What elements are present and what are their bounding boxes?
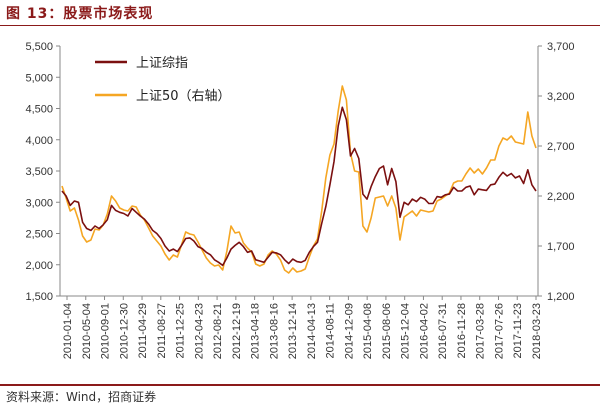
right-tick-label: 2,700	[547, 141, 575, 153]
left-tick-label: 2,500	[25, 229, 53, 241]
x-tick-label: 2017-11-23	[512, 303, 524, 358]
x-tick-label: 2016-07-31	[437, 303, 449, 359]
right-tick-label: 1,200	[547, 291, 575, 303]
x-tick-label: 2012-12-19	[231, 303, 243, 359]
left-tick-label: 1,500	[25, 291, 53, 303]
x-tick-label: 2013-08-16	[268, 303, 280, 359]
left-tick-label: 4,000	[25, 135, 53, 147]
x-tick-label: 2015-12-04	[400, 303, 412, 359]
left-axis-ticks: 1,500 2,000 2,500 3,000 3,500 4,000 4,500 5,000…	[25, 41, 60, 303]
right-tick-label: 3,700	[547, 41, 575, 53]
right-axis-ticks: 1,200 1,700 2,200 2,700 3,200 3,700	[538, 41, 575, 303]
x-tick-label: 2011-12-25	[175, 303, 187, 358]
x-tick-label: 2012-08-21	[212, 303, 224, 359]
x-axis-ticks: 2010-01-04 2010-05-04 2010-09-01 2010-12-30…	[62, 296, 543, 359]
x-tick-label: 2011-04-29	[137, 303, 149, 358]
x-tick-label: 2010-12-30	[118, 303, 130, 359]
figure-title: 图 13：股票市场表现	[6, 6, 154, 22]
x-tick-label: 2017-07-26	[493, 303, 505, 359]
x-tick-label: 2013-04-18	[250, 303, 262, 359]
left-tick-label: 5,000	[25, 72, 53, 84]
legend-label: 上证综指	[136, 56, 188, 71]
x-tick-label: 2018-03-23	[531, 303, 543, 359]
x-tick-label: 2012-04-23	[193, 303, 205, 359]
series-lines	[61, 85, 537, 274]
chart-background	[0, 26, 600, 382]
legend-label: 上证50（右轴）	[136, 89, 231, 104]
x-tick-label: 2014-12-09	[343, 303, 355, 359]
right-tick-label: 3,200	[547, 91, 575, 103]
right-tick-label: 1,700	[547, 241, 575, 253]
x-tick-label: 2013-12-14	[287, 303, 299, 359]
x-tick-label: 2016-04-02	[418, 303, 430, 359]
left-tick-label: 5,500	[25, 41, 53, 53]
stock-market-line-chart: 1,500 2,000 2,500 3,000 3,500 4,000 4,500 5,000…	[0, 26, 600, 382]
x-tick-label: 2017-03-28	[475, 303, 487, 359]
left-tick-label: 3,500	[25, 166, 53, 178]
x-tick-label: 2014-04-13	[306, 303, 318, 359]
left-tick-label: 3,000	[25, 197, 53, 209]
right-tick-label: 2,200	[547, 191, 575, 203]
series-line-sse-composite	[61, 106, 537, 267]
x-tick-label: 2015-08-06	[381, 303, 393, 359]
x-tick-label: 2016-11-28	[456, 303, 468, 358]
source-rule	[0, 384, 600, 386]
x-tick-label: 2010-01-04	[62, 303, 74, 359]
left-tick-label: 2,000	[25, 260, 53, 272]
left-tick-label: 4,500	[25, 104, 53, 116]
x-tick-label: 2010-09-01	[100, 303, 112, 359]
x-tick-label: 2010-05-04	[81, 303, 93, 359]
source-note: 资料来源：Wind，招商证券	[6, 390, 157, 404]
x-tick-label: 2015-04-08	[362, 303, 374, 359]
x-tick-label: 2011-08-27	[156, 303, 168, 358]
x-tick-label: 2014-08-11	[325, 303, 337, 358]
